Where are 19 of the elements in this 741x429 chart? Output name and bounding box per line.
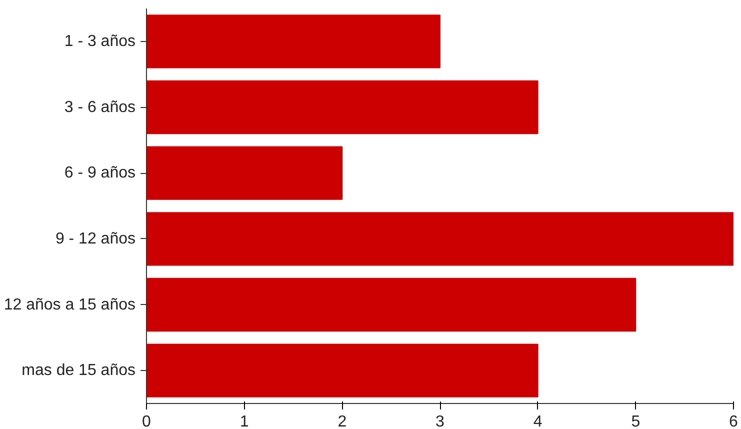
bar: [146, 278, 636, 332]
x-tick-label: 4: [533, 414, 542, 429]
bar: [146, 344, 538, 398]
x-tick-label: 2: [338, 414, 347, 429]
x-tick-label: 1: [240, 414, 249, 429]
y-tick-label: 9 - 12 años: [55, 230, 136, 248]
y-tick-label: 12 años a 15 años: [4, 296, 136, 314]
bar: [146, 80, 538, 134]
x-tick-label: 3: [436, 414, 445, 429]
x-tick-label: 6: [729, 414, 738, 429]
y-tick-label: 6 - 9 años: [64, 164, 136, 182]
y-tick-label: 1 - 3 años: [64, 32, 136, 50]
y-tick-label: mas de 15 años: [22, 362, 136, 380]
x-tick-label: 5: [631, 414, 640, 429]
x-tick-label: 0: [142, 414, 152, 429]
bar: [146, 14, 440, 68]
bar: [146, 212, 734, 266]
y-tick-label: 3 - 6 años: [64, 98, 136, 116]
bar: [146, 146, 343, 200]
